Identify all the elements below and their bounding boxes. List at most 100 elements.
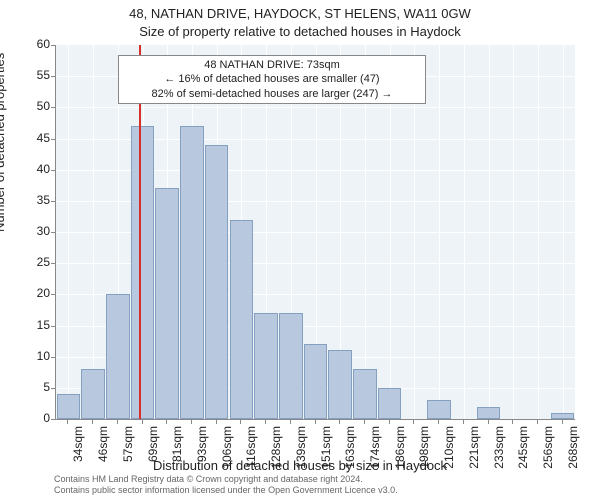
xtick-label: 57sqm: [121, 426, 135, 470]
xtick-mark: [339, 420, 340, 424]
xtick-mark: [191, 420, 192, 424]
xtick-label: 268sqm: [566, 426, 580, 470]
xtick-mark: [438, 420, 439, 424]
histogram-bar: [328, 350, 351, 419]
xtick-mark: [67, 420, 68, 424]
xtick-mark: [166, 420, 167, 424]
ytick-label: 5: [10, 380, 50, 394]
ytick-label: 40: [10, 162, 50, 176]
histogram-bar: [205, 145, 228, 419]
histogram-bar: [427, 400, 450, 419]
annotation-line-1: 48 NATHAN DRIVE: 73sqm: [125, 58, 419, 72]
xtick-mark: [389, 420, 390, 424]
ytick-label: 35: [10, 193, 50, 207]
ytick-label: 50: [10, 99, 50, 113]
chart-frame: 48, NATHAN DRIVE, HAYDOCK, ST HELENS, WA…: [0, 0, 600, 500]
ytick-label: 60: [10, 37, 50, 51]
histogram-bar: [353, 369, 376, 419]
xtick-mark: [265, 420, 266, 424]
xtick-label: 233sqm: [492, 426, 506, 470]
histogram-bar: [131, 126, 154, 419]
xtick-mark: [92, 420, 93, 424]
xtick-label: 81sqm: [170, 426, 184, 470]
histogram-bar: [81, 369, 104, 419]
gridline-v: [93, 45, 94, 419]
ytick-mark: [51, 76, 55, 77]
ytick-mark: [51, 232, 55, 233]
histogram-plot: 48 NATHAN DRIVE: 73sqm← 16% of detached …: [55, 45, 575, 420]
gridline-v: [439, 45, 440, 419]
ytick-label: 45: [10, 131, 50, 145]
xtick-mark: [142, 420, 143, 424]
gridline-v: [538, 45, 539, 419]
ytick-label: 55: [10, 68, 50, 82]
xtick-label: 106sqm: [220, 426, 234, 470]
histogram-bar: [106, 294, 129, 419]
ytick-label: 30: [10, 224, 50, 238]
xtick-label: 256sqm: [541, 426, 555, 470]
gridline-v: [464, 45, 465, 419]
ytick-mark: [51, 201, 55, 202]
gridline-v: [68, 45, 69, 419]
y-axis-label: Number of detached properties: [0, 53, 7, 232]
ytick-label: 0: [10, 411, 50, 425]
gridline-v: [489, 45, 490, 419]
histogram-bar: [378, 388, 401, 419]
xtick-mark: [216, 420, 217, 424]
ytick-label: 25: [10, 255, 50, 269]
annotation-line-2: ← 16% of detached houses are smaller (47…: [125, 72, 419, 86]
xtick-label: 69sqm: [146, 426, 160, 470]
page-title: 48, NATHAN DRIVE, HAYDOCK, ST HELENS, WA…: [0, 6, 600, 21]
xtick-label: 210sqm: [442, 426, 456, 470]
xtick-label: 93sqm: [195, 426, 209, 470]
ytick-label: 20: [10, 286, 50, 300]
xtick-label: 245sqm: [516, 426, 530, 470]
xtick-label: 221sqm: [467, 426, 481, 470]
histogram-bar: [304, 344, 327, 419]
xtick-mark: [512, 420, 513, 424]
xtick-label: 139sqm: [294, 426, 308, 470]
gridline-v: [513, 45, 514, 419]
annotation-box: 48 NATHAN DRIVE: 73sqm← 16% of detached …: [118, 55, 426, 104]
histogram-bar: [254, 313, 277, 419]
xtick-label: 163sqm: [343, 426, 357, 470]
xtick-label: 128sqm: [269, 426, 283, 470]
ytick-mark: [51, 326, 55, 327]
credits-line-1: Contains HM Land Registry data © Crown c…: [54, 474, 398, 485]
annotation-line-3: 82% of semi-detached houses are larger (…: [125, 87, 419, 101]
ytick-mark: [51, 139, 55, 140]
xtick-label: 116sqm: [244, 426, 258, 470]
xtick-mark: [463, 420, 464, 424]
xtick-mark: [537, 420, 538, 424]
xtick-label: 46sqm: [96, 426, 110, 470]
ytick-mark: [51, 357, 55, 358]
ytick-mark: [51, 107, 55, 108]
xtick-mark: [240, 420, 241, 424]
histogram-bar: [477, 407, 500, 419]
xtick-label: 198sqm: [417, 426, 431, 470]
ytick-mark: [51, 388, 55, 389]
histogram-bar: [279, 313, 302, 419]
credits-line-2: Contains public sector information licen…: [54, 485, 398, 496]
chart-subtitle: Size of property relative to detached ho…: [0, 24, 600, 39]
ytick-mark: [51, 419, 55, 420]
histogram-bar: [180, 126, 203, 419]
xtick-mark: [562, 420, 563, 424]
ytick-mark: [51, 294, 55, 295]
ytick-mark: [51, 170, 55, 171]
ytick-mark: [51, 45, 55, 46]
gridline-v: [563, 45, 564, 419]
xtick-mark: [364, 420, 365, 424]
histogram-bar: [57, 394, 80, 419]
xtick-mark: [290, 420, 291, 424]
ytick-label: 10: [10, 349, 50, 363]
ytick-mark: [51, 263, 55, 264]
xtick-mark: [413, 420, 414, 424]
ytick-label: 15: [10, 318, 50, 332]
xtick-label: 34sqm: [71, 426, 85, 470]
histogram-bar: [155, 188, 178, 419]
xtick-mark: [117, 420, 118, 424]
xtick-mark: [315, 420, 316, 424]
xtick-label: 151sqm: [319, 426, 333, 470]
xtick-mark: [488, 420, 489, 424]
